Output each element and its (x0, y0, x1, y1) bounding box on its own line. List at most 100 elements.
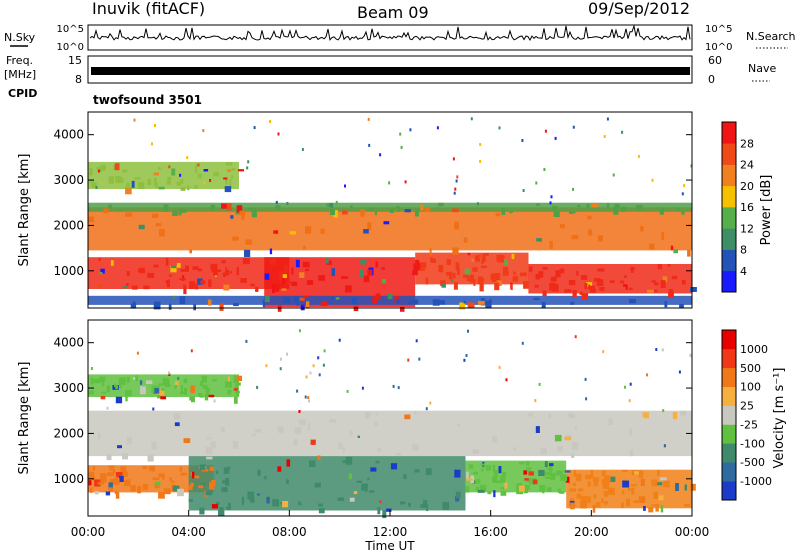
data-cell (479, 484, 487, 492)
data-cell (653, 491, 659, 499)
data-cell (238, 169, 244, 172)
data-cell (352, 297, 358, 305)
data-cell (281, 288, 287, 291)
data-cell (227, 502, 231, 510)
data-cell (568, 413, 575, 418)
data-cell (282, 501, 289, 508)
data-cell (375, 261, 378, 268)
data-cell (284, 297, 291, 304)
colorbar-tick-label: 12 (740, 222, 754, 235)
data-cell (570, 502, 575, 510)
data-cell (277, 132, 280, 136)
xtick-label: 12:00 (373, 525, 408, 539)
data-cell (572, 483, 576, 486)
data-cell (304, 395, 307, 399)
data-cell (591, 288, 596, 293)
data-cell (482, 254, 486, 262)
data-cell (408, 502, 411, 507)
data-cell (382, 510, 387, 519)
data-cell (549, 282, 555, 291)
data-cell (138, 224, 145, 230)
data-cell (222, 480, 226, 484)
data-cell (547, 487, 552, 492)
data-cell (429, 248, 432, 256)
data-cell (213, 399, 216, 403)
data-cell (158, 383, 164, 386)
data-cell (348, 473, 352, 480)
data-cell (211, 479, 216, 487)
data-cell (142, 466, 148, 469)
data-cell (206, 437, 212, 440)
data-cell (197, 278, 203, 285)
data-cell (501, 208, 506, 215)
data-cell (108, 176, 114, 184)
colorbar-swatch (722, 481, 736, 501)
data-cell (331, 268, 335, 276)
data-cell (579, 291, 583, 295)
data-cell (493, 469, 498, 478)
data-cell (500, 475, 506, 483)
data-cell (208, 279, 212, 288)
data-cell (344, 184, 346, 188)
data-cell (363, 275, 370, 283)
data-cell (463, 300, 466, 304)
data-cell (467, 329, 469, 333)
data-cell (223, 467, 230, 474)
data-cell (139, 267, 145, 274)
power-panel: 1000 2000 3000 4000 Slant Range [km] 4 8 12 16… (17, 111, 774, 312)
data-cell (662, 276, 668, 283)
data-cell (119, 382, 122, 389)
data-cell (601, 498, 604, 503)
data-cell (253, 126, 256, 130)
data-cell (475, 255, 480, 262)
data-cell (593, 479, 598, 487)
data-cell (528, 471, 534, 476)
data-cell (532, 479, 538, 485)
data-cell (223, 272, 226, 277)
ytick-label: 3000 (53, 381, 84, 395)
data-cell (430, 257, 433, 263)
data-cell (682, 280, 686, 285)
data-cell (513, 447, 517, 450)
data-cell (679, 304, 684, 308)
data-cell (590, 469, 593, 476)
data-cell (241, 496, 245, 505)
data-cell (628, 428, 633, 436)
data-cell (586, 282, 593, 287)
xtick-label: 00:00 (71, 525, 106, 539)
data-cell (647, 289, 654, 293)
data-cell (194, 185, 198, 189)
data-cell (661, 348, 664, 352)
data-cell (171, 168, 176, 176)
data-cell (535, 181, 538, 185)
data-cell (636, 205, 643, 210)
data-cell (485, 300, 492, 309)
data-cell (291, 281, 298, 286)
data-cell (684, 484, 687, 491)
freq-frame (87, 55, 693, 84)
data-cell (108, 487, 114, 492)
data-cell (245, 239, 252, 245)
data-cell (491, 276, 497, 282)
data-cell (126, 376, 130, 383)
freq-left-tick-bottom: 8 (75, 73, 82, 86)
data-cell (549, 463, 554, 467)
data-cell (381, 267, 385, 270)
data-cell (387, 293, 393, 300)
colorbar-tick-label: 28 (740, 137, 754, 150)
data-cell (157, 388, 165, 396)
data-cell (199, 464, 206, 471)
nave-right-tick-top: 60 (708, 54, 722, 67)
data-cell (215, 470, 218, 475)
data-cell (404, 180, 407, 184)
data-cell (690, 483, 696, 491)
data-cell (107, 472, 114, 476)
data-cell (149, 465, 154, 472)
data-cell (193, 304, 196, 311)
data-cell (88, 390, 94, 395)
data-cell (415, 208, 419, 217)
data-cell (266, 496, 270, 504)
data-cell (526, 467, 532, 471)
data-cell (333, 210, 338, 218)
data-cell (106, 406, 109, 410)
